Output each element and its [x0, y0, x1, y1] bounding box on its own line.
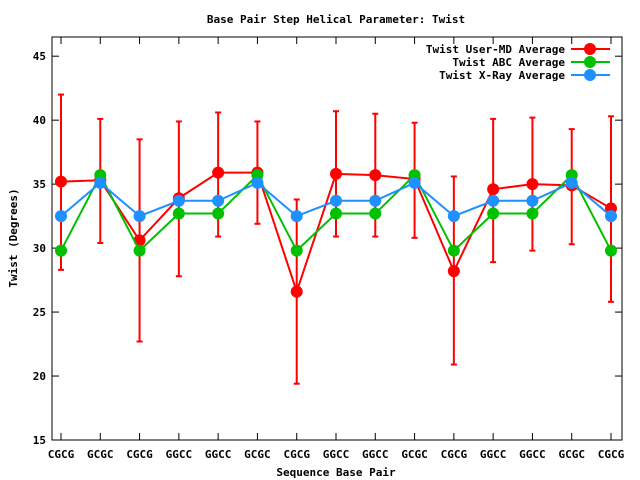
data-point [55, 175, 67, 188]
y-tick-label: 15 [33, 434, 46, 447]
data-point [172, 207, 185, 220]
x-tick-label: GGCC [166, 448, 193, 461]
x-tick-label: CGCG [126, 448, 153, 461]
data-point [487, 183, 500, 196]
x-tick-label: CGCG [598, 448, 625, 461]
y-tick-label: 45 [33, 50, 46, 63]
data-point [251, 176, 264, 189]
chart-title: Base Pair Step Helical Parameter: Twist [207, 13, 465, 26]
data-point [526, 207, 539, 220]
x-tick-label: GCGC [87, 448, 114, 461]
y-tick-label: 35 [33, 178, 46, 191]
legend-marker [584, 56, 596, 68]
data-point [369, 207, 382, 220]
legend-marker [584, 69, 596, 81]
data-point [605, 210, 617, 223]
series [55, 176, 617, 223]
data-point [330, 167, 342, 180]
data-point [55, 244, 67, 257]
data-point [172, 194, 185, 207]
data-point [55, 210, 67, 223]
data-point [290, 210, 303, 223]
data-point [447, 244, 460, 257]
data-point [408, 176, 421, 189]
data-point [526, 178, 539, 191]
data-point [487, 207, 500, 220]
legend-label: Twist ABC Average [452, 56, 565, 69]
x-axis-label: Sequence Base Pair [276, 466, 396, 479]
y-tick-label: 20 [33, 370, 46, 383]
data-point [447, 265, 460, 278]
series-layer [55, 93, 617, 385]
legend-label: Twist User-MD Average [426, 43, 565, 56]
data-point [212, 207, 225, 220]
x-tick-label: CGCG [441, 448, 468, 461]
y-tick-label: 25 [33, 306, 46, 319]
plot-frame [51, 36, 623, 441]
data-point [330, 194, 342, 207]
data-point [447, 210, 460, 223]
x-tick-label: GGCC [519, 448, 546, 461]
data-point [94, 176, 107, 189]
y-axis-label: Twist (Degrees) [7, 188, 20, 287]
data-point [212, 194, 225, 207]
y-tick-label: 30 [33, 242, 46, 255]
data-point [526, 194, 539, 207]
data-point [330, 207, 342, 220]
data-point [565, 176, 578, 189]
axis-ticks: 15 20 25 30 35 40 45 CGCG GCGC CGCG GGCC GGCC GCGC CG… [33, 37, 625, 461]
x-tick-label: GGCC [480, 448, 507, 461]
legend-marker [584, 43, 596, 55]
x-tick-label: CGCG [48, 448, 75, 461]
x-tick-label: GGCC [323, 448, 350, 461]
data-point [290, 244, 303, 257]
y-tick-label: 40 [33, 114, 46, 127]
x-tick-label: GCGC [558, 448, 585, 461]
x-tick-label: GGCC [362, 448, 389, 461]
data-point [290, 285, 303, 298]
data-point [605, 244, 617, 257]
x-tick-label: GGCC [205, 448, 232, 461]
x-tick-label: CGCG [283, 448, 310, 461]
data-point [487, 194, 500, 207]
data-point [369, 194, 382, 207]
data-point [369, 169, 382, 182]
data-point [133, 210, 146, 223]
data-point [133, 244, 146, 257]
x-tick-label: GCGC [401, 448, 428, 461]
x-tick-label: GCGC [244, 448, 271, 461]
data-point [212, 166, 225, 179]
legend-label: Twist X-Ray Average [439, 69, 565, 82]
